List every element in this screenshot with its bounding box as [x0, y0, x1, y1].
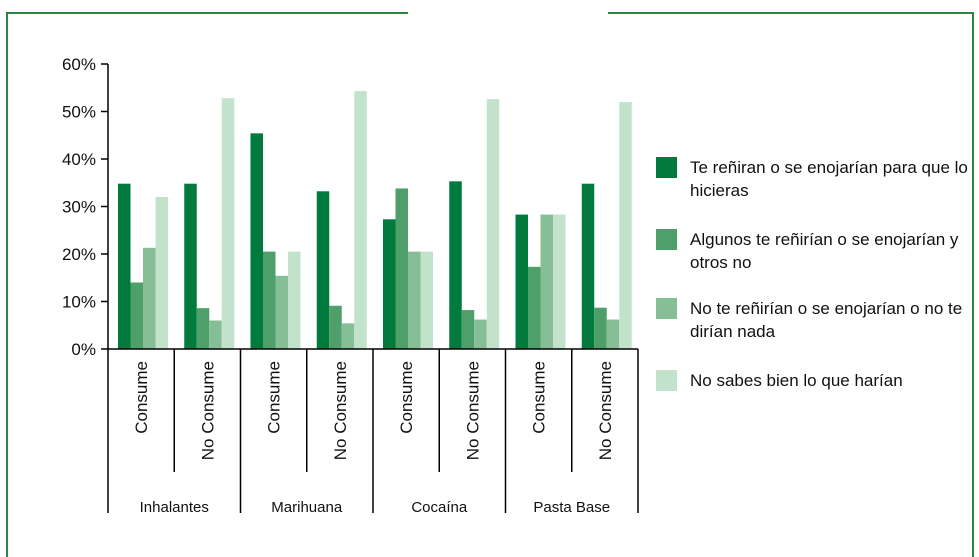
bar-2-3	[263, 251, 276, 349]
x-tick-label: Consume	[132, 361, 151, 434]
y-tick-label: 60%	[62, 55, 96, 74]
x-tick-label: Consume	[397, 361, 416, 434]
bar-3-4	[341, 323, 355, 349]
legend-swatch-3	[656, 370, 677, 391]
y-tick-label: 40%	[62, 150, 96, 169]
legend-swatch-1	[656, 229, 677, 250]
chart-frame	[6, 8, 974, 557]
bar-4-7	[553, 214, 566, 349]
bar-4-3	[288, 251, 301, 349]
bar-4-2	[221, 98, 235, 349]
bar-4-8	[619, 102, 632, 349]
bar-3-5	[408, 251, 421, 349]
legend-swatch-0	[656, 157, 677, 178]
x-tick-label: No Consume	[331, 361, 350, 460]
bar-1-4	[316, 191, 330, 349]
y-axis: 0% 10% 20% 30% 40% 50% 60%	[62, 55, 109, 359]
bar-3-7	[540, 214, 553, 349]
bar-2-7	[528, 266, 541, 349]
x-axis: Consume No Consume Consume No Consume Consum…	[107, 348, 639, 516]
legend-label-1: Algunos te reñirían o se enojarían y otr…	[690, 230, 959, 272]
x-tick-label: No Consume	[198, 361, 217, 460]
bar-1-1	[118, 183, 131, 349]
bar-2-8	[594, 307, 607, 349]
bar-4-1	[155, 197, 168, 349]
bar-3-6	[474, 319, 487, 349]
chart-title	[408, 8, 608, 26]
bar-1-8	[581, 183, 595, 349]
bar-2-2	[196, 308, 210, 349]
y-tick-label: 20%	[62, 245, 96, 264]
legend-item-1: Algunos te reñirían o se enojarían y otr…	[656, 228, 976, 274]
bar-3-2	[209, 320, 222, 349]
bar-4-5	[420, 251, 433, 349]
bar-2-5	[395, 188, 408, 349]
group-label: Cocaína	[411, 499, 468, 516]
x-tick-label: No Consume	[596, 361, 615, 460]
x-tick-label: Consume	[530, 361, 549, 434]
bars	[118, 91, 632, 350]
bar-1-7	[515, 214, 528, 349]
y-tick-label: 50%	[62, 103, 96, 122]
legend-label-3: No sabes bien lo que harían	[690, 371, 903, 390]
legend-label-0: Te reñiran o se enojarían para que lo hi…	[690, 158, 968, 200]
legend-item-2: No te reñirían o se enojarían o no te di…	[656, 297, 976, 343]
bar-chart: 0%10%20%30%40%50%60% Consume No Consume Co…	[62, 55, 639, 516]
x-tick-label: Consume	[265, 361, 284, 434]
bar-1-3	[250, 133, 263, 349]
legend-item-0: Te reñiran o se enojarían para que lo hi…	[656, 156, 976, 202]
bar-1-2	[184, 183, 197, 349]
bar-2-4	[329, 305, 342, 349]
y-tick-label: 0%	[71, 340, 96, 359]
bar-4-4	[354, 91, 367, 349]
bar-1-5	[383, 219, 396, 349]
bar-4-6	[486, 99, 500, 350]
y-tick-label: 10%	[62, 293, 96, 312]
bar-1-6	[449, 181, 462, 349]
bar-3-1	[143, 247, 156, 349]
group-label: Marihuana	[271, 499, 343, 516]
legend-label-2: No te reñirían o se enojarían o no te di…	[690, 299, 963, 341]
bar-2-1	[130, 282, 143, 349]
bar-3-8	[606, 319, 620, 349]
y-tick-label: 30%	[62, 198, 96, 217]
x-tick-label: No Consume	[463, 361, 482, 460]
group-label: Pasta Base	[533, 499, 610, 516]
group-label: Inhalantes	[140, 499, 209, 516]
legend-item-3: No sabes bien lo que harían	[656, 369, 976, 392]
legend-swatch-2	[656, 298, 677, 319]
bar-2-6	[461, 310, 475, 349]
bar-3-3	[275, 275, 288, 349]
